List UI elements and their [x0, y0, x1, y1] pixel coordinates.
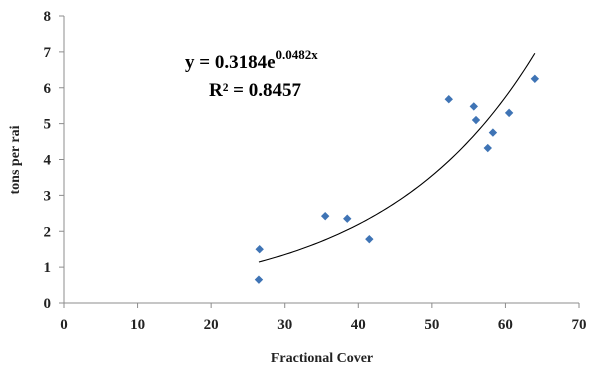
axes: [63, 16, 579, 304]
data-point: [444, 95, 453, 104]
x-tick-label: 30: [277, 317, 292, 333]
r-squared-label: R² = 0.8457: [209, 80, 301, 101]
y-tick-label: 8: [44, 9, 52, 25]
data-point: [320, 211, 330, 221]
data-point: [469, 102, 478, 111]
y-tick-label: 6: [44, 81, 52, 97]
data-point: [365, 234, 374, 244]
y-tick-label: 4: [44, 153, 52, 169]
x-tick-label: 60: [498, 317, 513, 333]
y-tick-label: 2: [44, 224, 52, 240]
data-point: [504, 108, 514, 118]
data-point: [471, 115, 481, 125]
y-tick-label: 3: [44, 188, 52, 204]
x-tick-label: 50: [424, 317, 439, 333]
x-tick-label: 20: [204, 317, 219, 333]
data-point: [488, 128, 498, 137]
y-tick-label: 1: [44, 260, 52, 276]
data-point: [255, 244, 264, 254]
x-tick-label: 40: [351, 317, 366, 333]
y-tick-label: 0: [44, 296, 52, 312]
data-points: [254, 74, 540, 284]
y-axis-title: tons per rai: [8, 125, 23, 194]
equation-label: y = 0.3184e0.0482x: [185, 47, 318, 73]
data-point: [343, 214, 352, 223]
trendline: [258, 52, 536, 263]
y-tick-label: 5: [44, 117, 52, 133]
y-ticks: 0 1 2 3 4 5 6 7 8: [44, 9, 64, 312]
x-tick-label: 10: [130, 317, 145, 333]
y-tick-label: 7: [44, 45, 52, 61]
x-axis-title: Fractional Cover: [271, 351, 373, 366]
data-point: [483, 143, 492, 153]
data-point: [254, 275, 264, 284]
data-point: [530, 74, 540, 83]
x-tick-label: 0: [60, 317, 68, 333]
x-tick-label: 70: [572, 317, 587, 333]
x-ticks: 0 10 20 30 40 50 60 70: [60, 303, 587, 333]
